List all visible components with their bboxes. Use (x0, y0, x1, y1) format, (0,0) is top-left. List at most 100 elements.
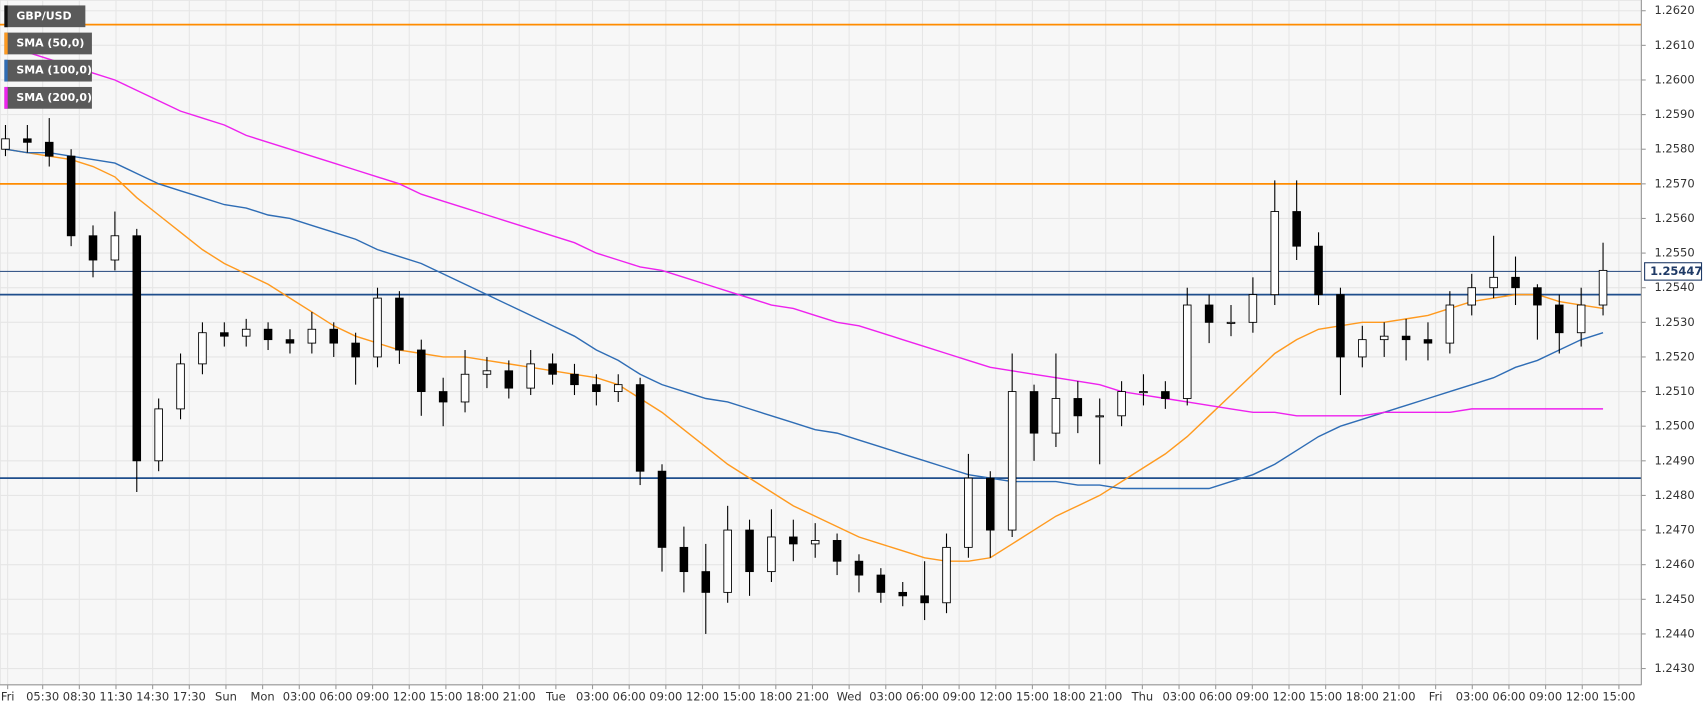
candle-body (1445, 304, 1455, 344)
x-tick-label: 18:00 (1053, 689, 1086, 703)
candle-body (854, 560, 864, 576)
y-tick-label: 1.2450 (1654, 592, 1694, 606)
x-tick-label: 06:00 (906, 689, 939, 703)
candle-body (789, 536, 798, 545)
x-tick-label: 09:00 (649, 689, 682, 703)
x-tick-label: Mon (251, 689, 275, 703)
y-tick-label: 1.2460 (1654, 557, 1694, 571)
candle-body (942, 546, 951, 604)
candle-body (1139, 391, 1148, 394)
candle-body (548, 363, 557, 375)
x-tick-label: Wed (837, 689, 862, 703)
candle-body (1379, 335, 1389, 341)
x-tick-label: Tue (545, 689, 566, 703)
candle-body (395, 297, 404, 351)
x-tick-label: 09:00 (356, 689, 389, 703)
y-tick-label: 1.2430 (1654, 661, 1694, 675)
x-tick-label: 12:00 (1272, 689, 1305, 703)
sma-line (5, 44, 1604, 417)
candle-body (1117, 391, 1126, 417)
candle-body (1533, 287, 1542, 306)
candle-body (832, 540, 842, 562)
candle-body (570, 373, 579, 386)
last-price-box (1644, 262, 1703, 281)
candle-body (438, 391, 448, 403)
x-tick-label: 17:30 (173, 689, 206, 703)
x-tick-label: 08:30 (63, 689, 96, 703)
x-tick-label: 21:00 (1089, 689, 1122, 703)
candle-body (351, 342, 360, 358)
candle-body (1182, 304, 1192, 399)
candle-body (1051, 398, 1061, 434)
candle-body (373, 297, 382, 358)
x-tick-label: 15:00 (1016, 689, 1049, 703)
candle-body (88, 235, 98, 261)
candle-body (66, 155, 76, 237)
candle-body (1358, 339, 1367, 358)
candle-body (1270, 211, 1280, 296)
y-tick-label: 1.2520 (1654, 349, 1694, 363)
x-tick-label: 09:00 (943, 689, 976, 703)
y-tick-label: 1.2540 (1654, 280, 1694, 294)
legend-swatch (4, 32, 8, 55)
candle-body (1292, 211, 1301, 247)
sma-line (5, 148, 1604, 490)
candle-body (657, 470, 667, 548)
x-tick-label: Fri (1429, 689, 1443, 703)
x-tick-label: 06:00 (1492, 689, 1525, 703)
candle-body (876, 574, 886, 593)
legend-label: SMA (200,0) (16, 91, 92, 104)
y-tick-label: 1.2620 (1654, 3, 1694, 17)
candle-body (986, 477, 995, 531)
candle-body (1511, 276, 1520, 289)
candle-body (220, 332, 229, 337)
candle-body (679, 546, 689, 573)
x-tick-label: 21:00 (796, 689, 829, 703)
candle-body (526, 363, 535, 389)
legend-swatch (4, 59, 8, 82)
candle-body (1423, 339, 1433, 344)
candle-body (460, 373, 470, 403)
y-tick-label: 1.2550 (1654, 246, 1694, 260)
candle-body (1489, 276, 1498, 289)
candle-body (176, 363, 185, 410)
x-tick-label: 03:00 (283, 689, 316, 703)
candle-body (613, 384, 623, 393)
legend-box (4, 86, 92, 109)
x-tick-label: 05:30 (26, 689, 59, 703)
candle-body (1576, 304, 1586, 334)
x-tick-label: 11:30 (99, 689, 132, 703)
x-tick-label: Fri (1, 689, 15, 703)
candle-body (417, 349, 426, 393)
last-price-label: 1.25447 (1650, 264, 1702, 278)
candle-body (1336, 294, 1345, 358)
x-tick-label: 06:00 (1199, 689, 1232, 703)
candle-body (1226, 321, 1236, 324)
candle-body (1095, 415, 1104, 418)
candle-body (307, 328, 317, 344)
candles (1, 118, 1608, 634)
x-tick-label: 18:00 (466, 689, 499, 703)
x-tick-label: 15:00 (1602, 689, 1635, 703)
x-tick-label: 15:00 (1309, 689, 1342, 703)
x-tick-label: 09:00 (1529, 689, 1562, 703)
candle-body (504, 370, 514, 389)
candle-body (1555, 304, 1564, 334)
x-tick-label: Thu (1131, 689, 1154, 703)
candle-body (964, 477, 973, 548)
x-tick-label: 03:00 (869, 689, 902, 703)
legend-swatch (4, 5, 8, 28)
candle-body (1161, 391, 1170, 399)
y-tick-label: 1.2470 (1654, 523, 1694, 537)
candle-body (198, 332, 207, 365)
candle-body (23, 138, 32, 143)
candle-body (635, 384, 645, 472)
legend-label: SMA (50,0) (16, 37, 84, 50)
legend-label: GBP/USD (16, 9, 71, 22)
x-tick-label: 21:00 (1382, 689, 1415, 703)
candle-body (44, 141, 54, 157)
candle-body (1007, 391, 1017, 531)
legend-box (4, 5, 86, 28)
